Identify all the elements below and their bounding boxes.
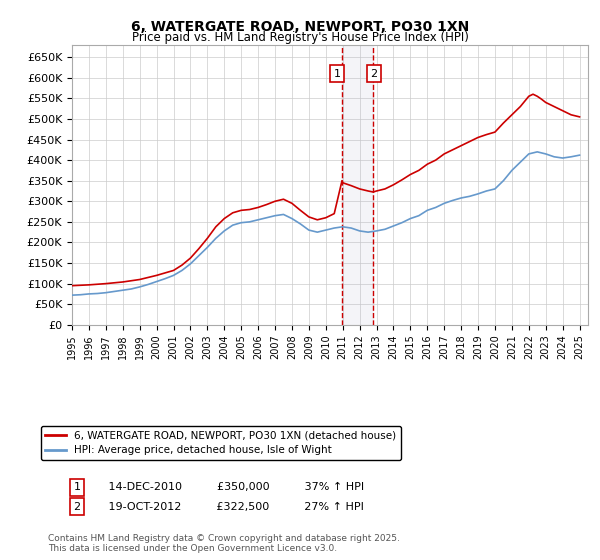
Text: 2: 2 (74, 502, 81, 512)
Text: 6, WATERGATE ROAD, NEWPORT, PO30 1XN: 6, WATERGATE ROAD, NEWPORT, PO30 1XN (131, 20, 469, 34)
Text: 1: 1 (334, 69, 340, 78)
Text: 2: 2 (370, 69, 377, 78)
Legend: 6, WATERGATE ROAD, NEWPORT, PO30 1XN (detached house), HPI: Average price, detac: 6, WATERGATE ROAD, NEWPORT, PO30 1XN (de… (41, 426, 401, 460)
Text: 19-OCT-2012          £322,500          27% ↑ HPI: 19-OCT-2012 £322,500 27% ↑ HPI (98, 502, 364, 512)
Text: 1: 1 (74, 482, 80, 492)
Bar (342, 45, 373, 325)
Text: 14-DEC-2010          £350,000          37% ↑ HPI: 14-DEC-2010 £350,000 37% ↑ HPI (98, 482, 364, 492)
Text: Price paid vs. HM Land Registry's House Price Index (HPI): Price paid vs. HM Land Registry's House … (131, 31, 469, 44)
Text: Contains HM Land Registry data © Crown copyright and database right 2025.
This d: Contains HM Land Registry data © Crown c… (48, 534, 400, 553)
